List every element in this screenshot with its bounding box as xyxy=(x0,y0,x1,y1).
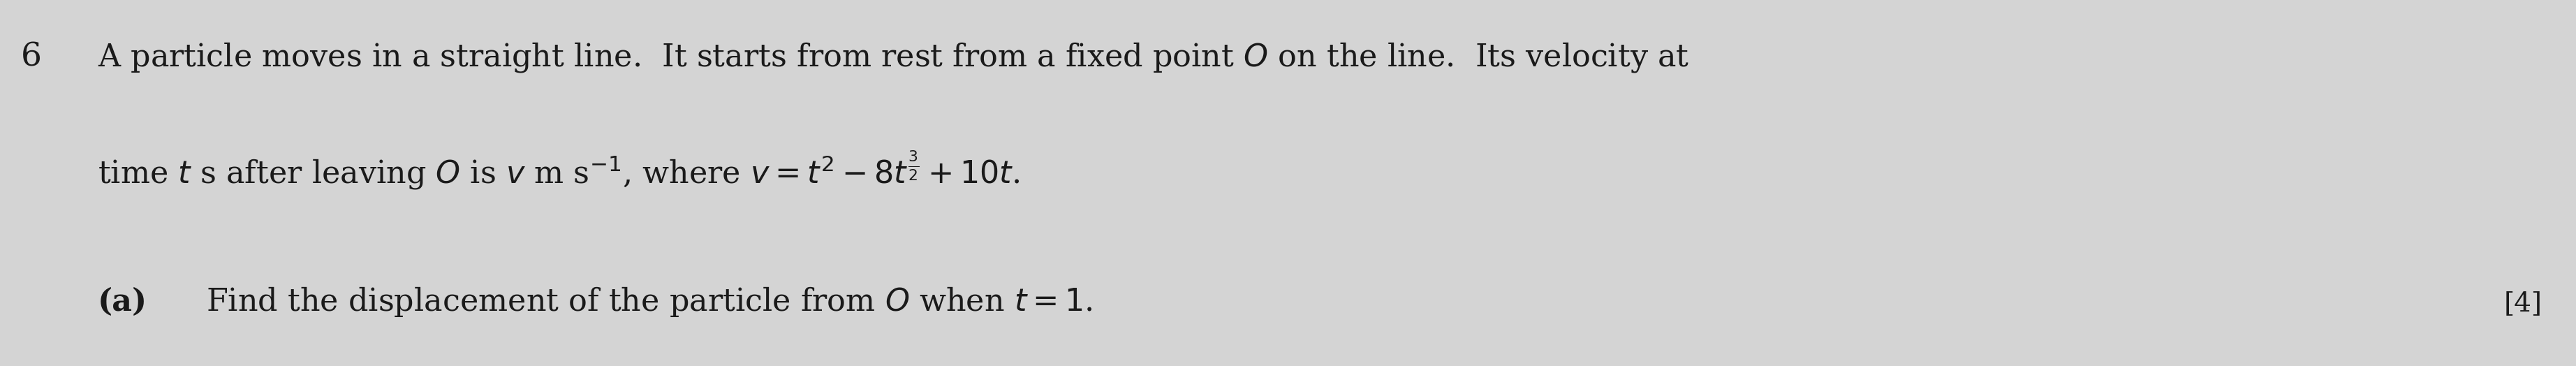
Text: time $t$ s after leaving $O$ is $v$ m s$^{-1}$, where $v = t^2 - 8t^{\frac{3}{2}: time $t$ s after leaving $O$ is $v$ m s$… xyxy=(98,149,1020,191)
Text: [4]: [4] xyxy=(2504,291,2543,317)
Text: (a): (a) xyxy=(98,287,147,317)
Text: 6: 6 xyxy=(21,41,41,73)
Text: Find the displacement of the particle from $O$ when $t = 1$.: Find the displacement of the particle fr… xyxy=(206,285,1092,319)
Text: A particle moves in a straight line.  It starts from rest from a fixed point $O$: A particle moves in a straight line. It … xyxy=(98,40,1690,74)
